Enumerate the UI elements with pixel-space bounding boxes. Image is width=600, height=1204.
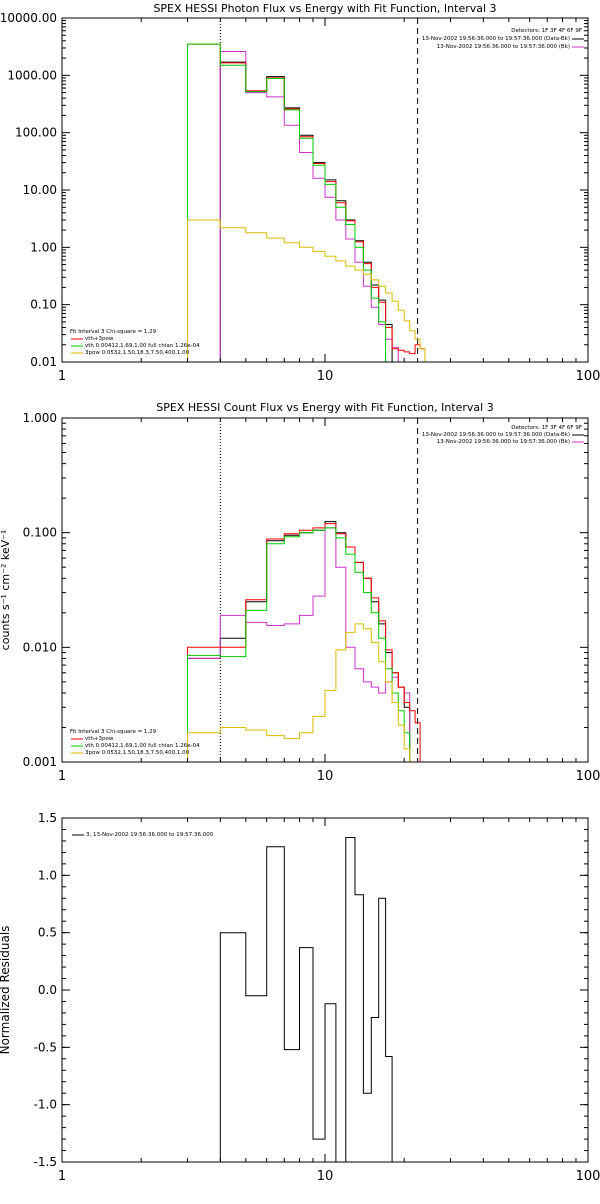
legend-bottom-left: Fit Interval 3 Chi-square = 1.29 vth+3po… (70, 329, 200, 356)
series-line-bk (219, 51, 399, 362)
chart-title: SPEX HESSI Count Flux vs Energy with Fit… (156, 401, 493, 414)
legend-data-bk: 13-Nov-2002 19:56:36.000 to 19:57:36.000… (422, 36, 570, 42)
legend-vth: vth 0.00412,1.69,1.00 full chian 1.26e-0… (85, 343, 200, 349)
x-tick-label: 1 (58, 769, 66, 784)
legend-interval: 3, 13-Nov-2002 19:56:36.000 to 19:57:36.… (86, 832, 214, 838)
x-tick-label: 1 (58, 1169, 66, 1184)
count-flux-panel: SPEX HESSI Count Flux vs Energy with Fit… (0, 401, 600, 784)
x-tick-label: 100 (576, 769, 600, 784)
legend-3pow: 3pow 0.0532,1.50,18.3,7.50,400,1.00 (85, 350, 190, 356)
y-tick-label: 0.5 (38, 926, 57, 940)
legend-3pow: 3pow 0.0532,1.50,18.3,7.50,400,1.00 (85, 750, 190, 756)
legend-fit-interval: Fit Interval 3 Chi-square = 1.29 (70, 329, 157, 335)
legend-vth-3pow: vth+3pow (85, 736, 114, 742)
y-tick-label: -0.5 (34, 1040, 57, 1054)
y-tick-label: 100.00 (15, 126, 57, 140)
x-tick-label: 100 (576, 1169, 600, 1184)
y-tick-label: 0.01 (30, 355, 57, 369)
y-axis-label: counts s⁻¹ cm⁻² keV⁻¹ (0, 530, 12, 651)
legend-fit-interval: Fit Interval 3 Chi-square = 1.29 (70, 729, 157, 735)
x-tick-label: 1 (58, 369, 66, 384)
legend-bottom-left: Fit Interval 3 Chi-square = 1.29 vth+3po… (70, 729, 200, 756)
series-line-vth (187, 527, 416, 763)
y-tick-label: 10.00 (23, 183, 57, 197)
series-line-residuals (219, 837, 418, 1163)
y-tick-label: 0.010 (23, 640, 57, 654)
legend-bk: 13-Nov-2002 19:56:36.000 to 19:57:36.000… (437, 439, 570, 445)
legend-top-right: Detectors: 1F 3F 4F 6F 9F 13-Nov-2002 19… (422, 425, 584, 445)
series-line-vth (187, 43, 393, 363)
y-tick-label: 10000.00 (0, 11, 57, 25)
legend-data-bk: 13-Nov-2002 19:56:36.000 to 19:57:36.000… (422, 432, 570, 438)
legend-detectors: Detectors: 1F 3F 4F 6F 9F (511, 425, 582, 431)
x-tick-label: 10 (317, 769, 334, 784)
legend-vth-3pow: vth+3pow (85, 336, 114, 342)
y-tick-label: -1.0 (34, 1098, 57, 1112)
y-tick-label: 1.00 (30, 240, 57, 254)
legend-bk: 13-Nov-2002 19:56:36.000 to 19:57:36.000… (437, 44, 570, 50)
photon-flux-panel: SPEX HESSI Photon Flux vs Energy with Fi… (0, 2, 600, 384)
y-tick-label: 1.000 (23, 411, 57, 425)
series-line-data-bk (187, 521, 411, 762)
y-tick-label: 0.10 (30, 298, 57, 312)
series-line-3pow (187, 219, 426, 362)
y-tick-label: -1.5 (34, 1155, 57, 1169)
x-tick-label: 10 (317, 1169, 334, 1184)
y-axis-label: Normalized Residuals (0, 926, 12, 1055)
y-tick-label: 0.001 (23, 755, 57, 769)
legend-top-left: 3, 13-Nov-2002 19:56:36.000 to 19:57:36.… (72, 832, 214, 838)
y-tick-label: 1000.00 (7, 68, 57, 82)
series-line-3pow (187, 623, 416, 763)
series-line-data-bk (219, 61, 393, 362)
y-tick-label: 1.5 (38, 811, 57, 825)
y-tick-label: 0.100 (23, 526, 57, 540)
legend-detectors: Detectors: 1F 3F 4F 6F 9F (511, 28, 582, 34)
x-tick-label: 10 (317, 369, 334, 384)
legend-top-right: Detectors: 1F 3F 4F 6F 9F 13-Nov-2002 19… (422, 28, 584, 50)
series-line-bk (187, 527, 411, 762)
y-tick-label: 0.0 (38, 983, 57, 997)
series-line-vth-3pow (187, 43, 426, 362)
y-tick-label: 1.0 (38, 868, 57, 882)
chart-title: SPEX HESSI Photon Flux vs Energy with Fi… (153, 2, 496, 15)
x-tick-label: 100 (576, 369, 600, 384)
legend-vth: vth 0.00412,1.69,1.00 full chian 1.26e-0… (85, 743, 200, 749)
residuals-panel: Normalized Residuals 3, 13-Nov-2002 19:5… (0, 811, 600, 1184)
